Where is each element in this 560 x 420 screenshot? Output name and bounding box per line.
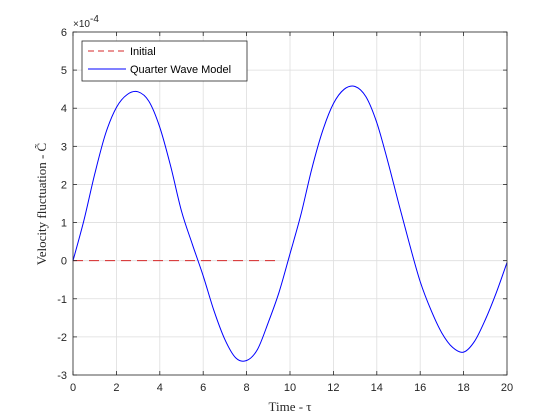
x-tick-label: 14 [371,382,383,394]
x-tick-label: 10 [284,382,296,394]
x-tick-label: 18 [457,382,469,394]
series-line-quarter-wave-model [72,85,508,362]
x-tick-label: 20 [501,382,513,394]
y-tick-label: 4 [61,103,67,115]
legend-label-quarter-wave-model: Quarter Wave Model [130,64,231,76]
x-tick-label: 8 [244,382,250,394]
x-tick-label: 2 [113,382,119,394]
y-exponent-power: -4 [90,14,99,25]
x-tick-label: 6 [200,382,206,394]
x-axis-title: Time - τ [268,399,311,414]
y-tick-label: 5 [61,65,67,77]
y-exponent-base: ×10 [73,19,90,30]
y-axis-title: Velocity fluctuation - C̃ [34,143,49,265]
y-tick-label: 2 [61,179,67,191]
legend-label-initial: Initial [130,46,156,58]
series-layer [72,85,508,362]
y-tick-label: -3 [57,370,67,382]
ticks [72,31,508,376]
y-tick-label: 0 [61,256,67,268]
y-tick-label: 1 [61,218,67,230]
x-tick-label: 0 [70,382,76,394]
y-tick-label: -1 [57,294,67,306]
x-tick-label: 12 [327,382,339,394]
legend-box [81,40,248,82]
legend: Initial Quarter Wave Model [81,40,248,82]
y-tick-label: -2 [57,332,67,344]
y-tick-label: 3 [61,141,67,153]
x-tick-label: 4 [157,382,163,394]
y-tick-label: 6 [61,27,67,39]
x-tick-label: 16 [414,382,426,394]
